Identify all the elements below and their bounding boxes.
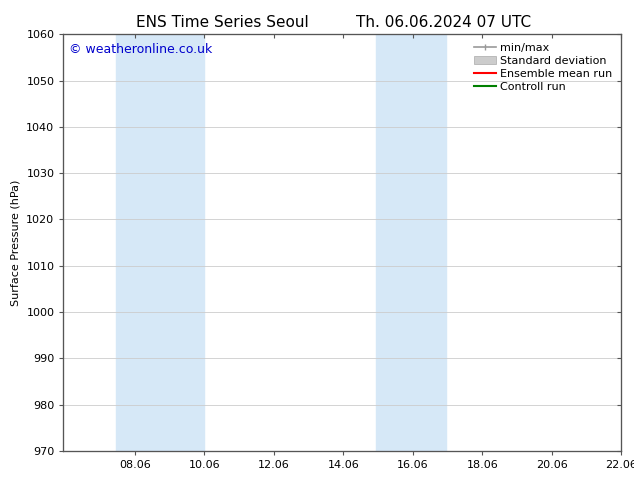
Text: © weatheronline.co.uk: © weatheronline.co.uk bbox=[69, 43, 212, 56]
Bar bbox=[115, 34, 204, 451]
Text: Th. 06.06.2024 07 UTC: Th. 06.06.2024 07 UTC bbox=[356, 15, 531, 30]
Legend: min/max, Standard deviation, Ensemble mean run, Controll run: min/max, Standard deviation, Ensemble me… bbox=[470, 40, 616, 95]
Y-axis label: Surface Pressure (hPa): Surface Pressure (hPa) bbox=[11, 179, 21, 306]
Bar bbox=[376, 34, 446, 451]
Text: ENS Time Series Seoul: ENS Time Series Seoul bbox=[136, 15, 308, 30]
